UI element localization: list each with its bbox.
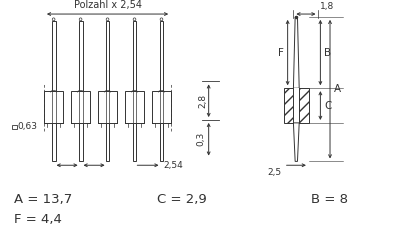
Text: C: C: [324, 100, 332, 110]
Bar: [98, 91, 117, 123]
Text: 2,8: 2,8: [198, 94, 207, 108]
Ellipse shape: [52, 18, 55, 21]
Polygon shape: [294, 123, 299, 162]
Text: A: A: [334, 84, 341, 94]
Bar: [294, 88, 299, 123]
Text: 2,54: 2,54: [164, 161, 183, 170]
Ellipse shape: [133, 18, 136, 21]
Polygon shape: [294, 17, 299, 88]
Bar: [160, 123, 164, 162]
Bar: [52, 123, 56, 162]
Bar: [106, 21, 110, 91]
Bar: [152, 91, 171, 123]
Text: C = 2,9: C = 2,9: [157, 194, 206, 206]
Text: Polzahl x 2,54: Polzahl x 2,54: [74, 0, 142, 10]
Bar: [132, 21, 136, 91]
Bar: [79, 123, 82, 162]
Bar: [12, 124, 16, 129]
Text: A = 13,7: A = 13,7: [14, 194, 72, 206]
Bar: [106, 123, 110, 162]
Text: B: B: [324, 48, 331, 58]
Bar: [284, 88, 309, 123]
Bar: [71, 91, 90, 123]
Bar: [125, 91, 144, 123]
Text: F: F: [278, 48, 284, 58]
Ellipse shape: [106, 18, 109, 21]
Text: F = 4,4: F = 4,4: [14, 213, 62, 226]
Bar: [44, 91, 63, 123]
Text: 2,5: 2,5: [268, 168, 282, 177]
Ellipse shape: [79, 18, 82, 21]
Bar: [52, 21, 56, 91]
Bar: [160, 21, 164, 91]
Text: 0,63: 0,63: [18, 122, 38, 131]
Bar: [79, 21, 82, 91]
Ellipse shape: [160, 18, 163, 21]
Bar: [132, 123, 136, 162]
Text: B = 8: B = 8: [311, 194, 348, 206]
Text: 1,8: 1,8: [320, 2, 335, 11]
Text: 0,3: 0,3: [196, 132, 206, 146]
